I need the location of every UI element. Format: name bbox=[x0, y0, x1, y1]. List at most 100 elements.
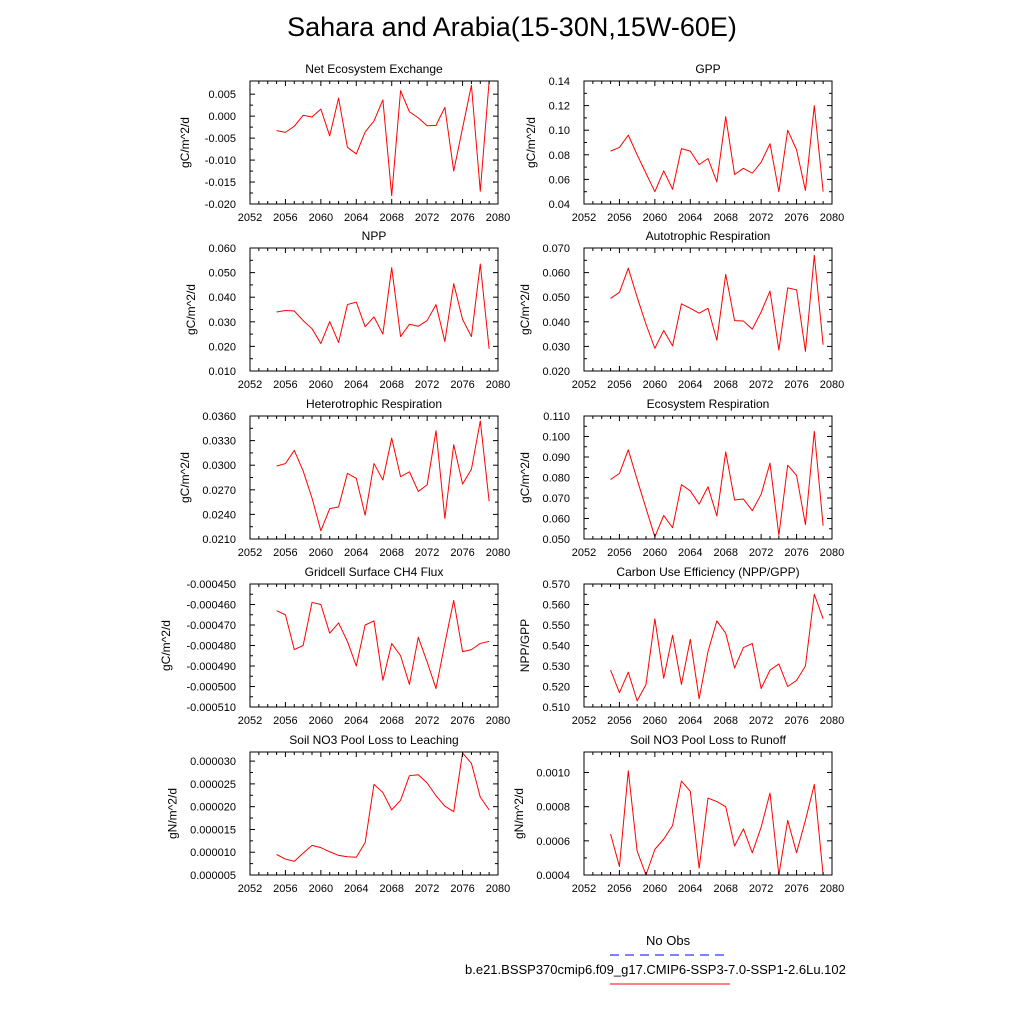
x-tick-label: 2064 bbox=[344, 715, 368, 727]
panel-gridcell-surface-ch4-flux: 2052 2056 2060 2064 2068 2072 2076 2080 -0.00045… bbox=[159, 565, 510, 727]
x-tick-label: 2076 bbox=[784, 715, 808, 727]
panel-title: Soil NO3 Pool Loss to Runoff bbox=[630, 733, 787, 747]
x-tick-label: 2060 bbox=[643, 715, 667, 727]
y-tick-label: 0.060 bbox=[542, 268, 570, 280]
x-tick-label: 2060 bbox=[643, 212, 667, 224]
y-tick-label: 0.000020 bbox=[190, 802, 236, 814]
x-tick-label: 2056 bbox=[273, 883, 297, 895]
x-tick-label: 2072 bbox=[749, 547, 773, 559]
y-tick-label: 0.000010 bbox=[190, 847, 236, 859]
y-tick-label: 0.050 bbox=[208, 268, 236, 280]
x-tick-label: 2056 bbox=[273, 379, 297, 391]
y-tick-label: 0.14 bbox=[549, 76, 570, 88]
x-tick-label: 2080 bbox=[486, 379, 510, 391]
y-tick-label: 0.010 bbox=[208, 366, 236, 378]
x-tick-label: 2076 bbox=[450, 715, 474, 727]
y-axis-label: gC/m^2/d bbox=[159, 620, 173, 671]
x-tick-label: 2052 bbox=[572, 212, 596, 224]
y-axis-label: gC/m^2/d bbox=[518, 452, 532, 503]
x-tick-label: 2060 bbox=[309, 379, 333, 391]
panel-carbon-use-efficiency-npp-gpp: 2052 2056 2060 2064 2068 2072 2076 2080 0.570 0.5… bbox=[518, 565, 844, 727]
y-tick-label: 0.0360 bbox=[202, 411, 236, 423]
y-tick-label: -0.000460 bbox=[186, 600, 236, 612]
x-tick-label: 2064 bbox=[678, 547, 702, 559]
x-tick-label: 2072 bbox=[415, 715, 439, 727]
legend-obs-label: No Obs bbox=[646, 933, 691, 948]
y-tick-label: 0.080 bbox=[542, 473, 570, 485]
x-tick-label: 2072 bbox=[415, 883, 439, 895]
y-tick-label: 0.060 bbox=[208, 243, 236, 255]
y-axis-label: gC/m^2/d bbox=[178, 452, 192, 503]
x-tick-label: 2060 bbox=[309, 547, 333, 559]
panel-ecosystem-respiration: 2052 2056 2060 2064 2068 2072 2076 2080 0.110 0.1… bbox=[518, 397, 844, 559]
panel-soil-no3-pool-loss-to-runoff: 2052 2056 2060 2064 2068 2072 2076 2080 0.0010 0.… bbox=[512, 733, 844, 895]
figure-title: Sahara and Arabia(15-30N,15W-60E) bbox=[287, 12, 737, 42]
y-tick-label: -0.010 bbox=[205, 155, 236, 167]
x-tick-label: 2052 bbox=[238, 379, 262, 391]
x-tick-label: 2076 bbox=[450, 883, 474, 895]
x-tick-label: 2056 bbox=[607, 212, 631, 224]
x-tick-label: 2060 bbox=[309, 883, 333, 895]
y-tick-label: 0.0330 bbox=[202, 436, 236, 448]
x-tick-label: 2080 bbox=[820, 883, 844, 895]
y-tick-label: 0.550 bbox=[542, 620, 570, 632]
x-tick-label: 2056 bbox=[607, 379, 631, 391]
y-tick-label: 0.060 bbox=[542, 514, 570, 526]
y-tick-label: 0.000 bbox=[208, 111, 236, 123]
x-tick-label: 2052 bbox=[238, 212, 262, 224]
plot-frame bbox=[249, 751, 499, 876]
x-tick-label: 2052 bbox=[572, 715, 596, 727]
y-tick-label: 0.12 bbox=[549, 101, 570, 113]
panel-gpp: 2052 2056 2060 2064 2068 2072 2076 2080 0.14 0.12… bbox=[524, 62, 844, 224]
y-tick-label: -0.020 bbox=[205, 199, 236, 211]
x-tick-label: 2056 bbox=[273, 212, 297, 224]
panel-title: Heterotrophic Respiration bbox=[306, 397, 442, 411]
x-tick-label: 2064 bbox=[344, 883, 368, 895]
y-tick-label: 0.0300 bbox=[202, 460, 236, 472]
x-tick-label: 2080 bbox=[486, 547, 510, 559]
x-tick-label: 2076 bbox=[784, 212, 808, 224]
y-tick-label: 0.070 bbox=[542, 493, 570, 505]
y-tick-label: 0.050 bbox=[542, 292, 570, 304]
y-tick-label: 0.520 bbox=[542, 682, 570, 694]
panel-title: Gridcell Surface CH4 Flux bbox=[305, 565, 444, 579]
x-tick-label: 2068 bbox=[379, 715, 403, 727]
x-tick-label: 2068 bbox=[379, 547, 403, 559]
y-tick-label: 0.0240 bbox=[202, 509, 236, 521]
x-tick-label: 2052 bbox=[238, 715, 262, 727]
y-tick-label: 0.0210 bbox=[202, 534, 236, 546]
plot-frame bbox=[249, 247, 499, 372]
y-tick-label: 0.100 bbox=[542, 432, 570, 444]
y-tick-label: 0.510 bbox=[542, 702, 570, 714]
panel-title: Autotrophic Respiration bbox=[646, 229, 771, 243]
y-tick-label: 0.0270 bbox=[202, 485, 236, 497]
y-tick-label: 0.020 bbox=[208, 341, 236, 353]
plot-frame bbox=[249, 583, 499, 708]
x-tick-label: 2076 bbox=[784, 883, 808, 895]
x-tick-label: 2052 bbox=[572, 547, 596, 559]
y-tick-label: 0.000030 bbox=[190, 756, 236, 768]
y-tick-label: 0.06 bbox=[549, 174, 570, 186]
series-line bbox=[610, 105, 824, 193]
x-tick-label: 2068 bbox=[713, 547, 737, 559]
y-tick-label: 0.110 bbox=[543, 411, 570, 423]
x-tick-label: 2080 bbox=[486, 883, 510, 895]
plot-frame bbox=[583, 415, 833, 540]
x-tick-label: 2064 bbox=[344, 212, 368, 224]
y-tick-label: 0.0010 bbox=[536, 768, 570, 780]
x-tick-label: 2076 bbox=[450, 547, 474, 559]
y-tick-label: 0.070 bbox=[542, 243, 570, 255]
x-tick-label: 2072 bbox=[415, 547, 439, 559]
panel-heterotrophic-respiration: 2052 2056 2060 2064 2068 2072 2076 2080 0.0360 0.… bbox=[178, 397, 510, 559]
y-tick-label: 0.0004 bbox=[536, 870, 570, 882]
series-line bbox=[610, 593, 824, 702]
series-line bbox=[610, 430, 824, 538]
y-tick-label: 0.0006 bbox=[536, 836, 570, 848]
x-tick-label: 2064 bbox=[678, 715, 702, 727]
x-tick-label: 2072 bbox=[415, 379, 439, 391]
plot-frame bbox=[249, 80, 499, 205]
y-tick-label: 0.530 bbox=[542, 661, 570, 673]
x-tick-label: 2056 bbox=[607, 715, 631, 727]
y-tick-label: 0.000015 bbox=[190, 824, 236, 836]
